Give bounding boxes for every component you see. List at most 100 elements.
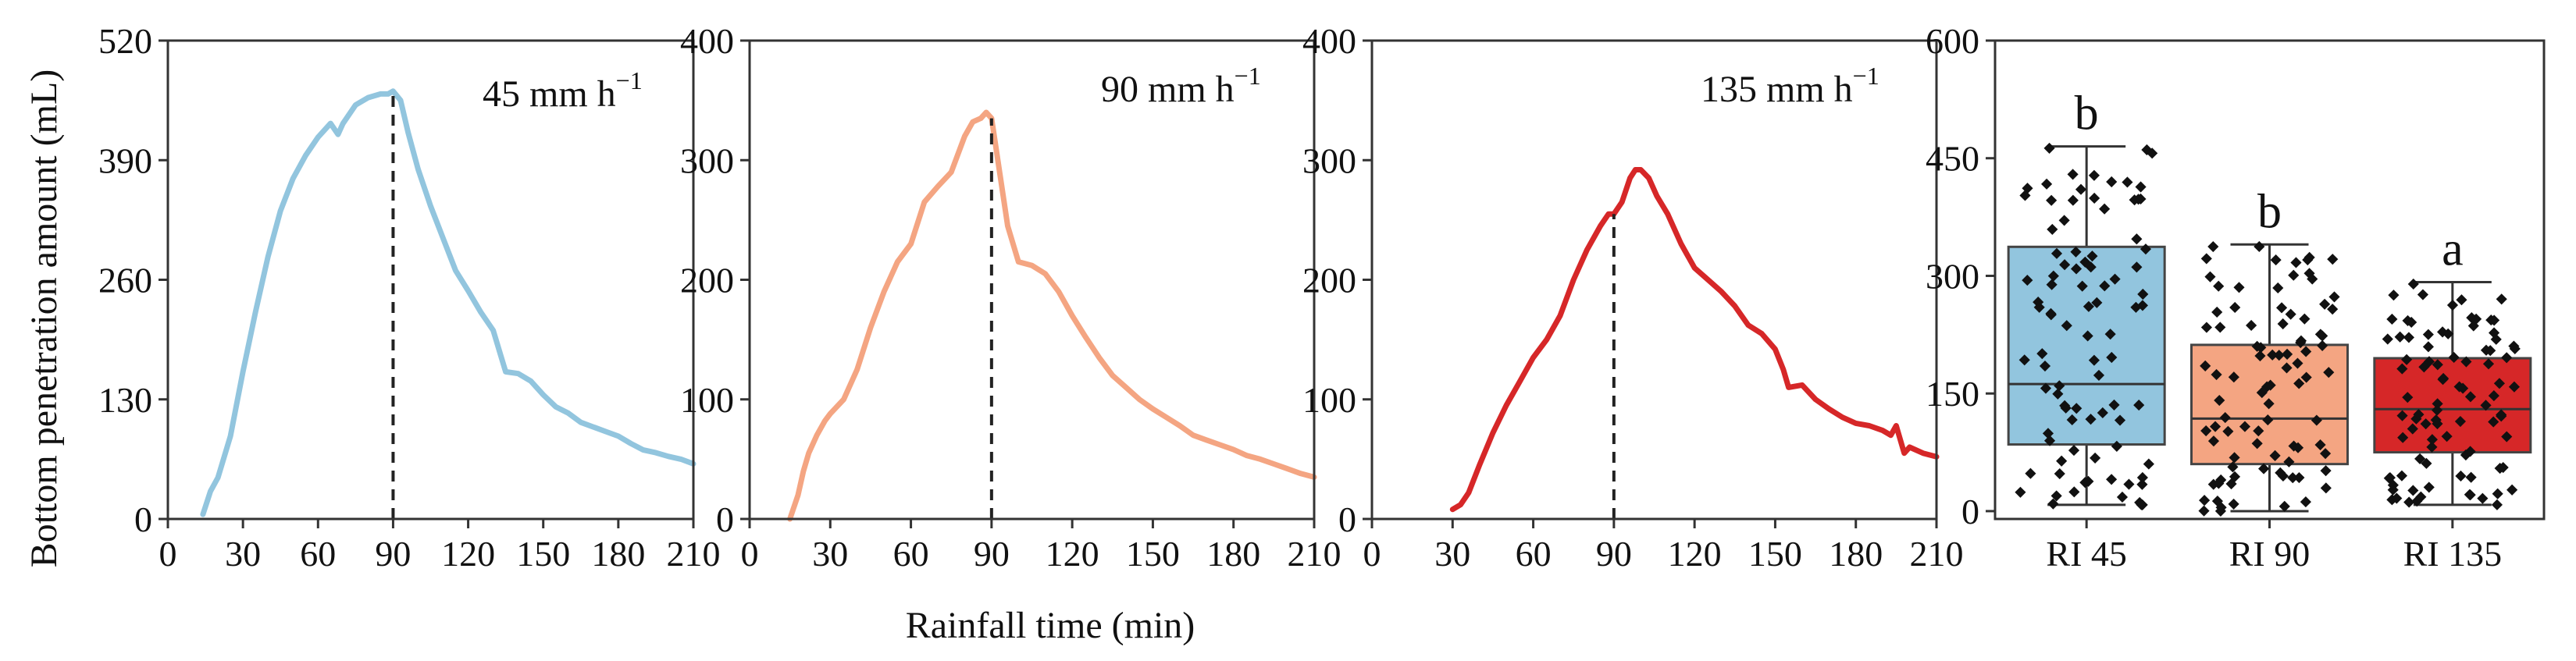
plot-frame	[166, 39, 695, 521]
rate-label-90: 90 mm h−1	[1101, 62, 1261, 110]
chart-panel-90: 0 30 60 90 120 150 180 210 0 100 200 300 400 90 mm h…	[680, 21, 1341, 574]
box-axis-ticks: RI 45 RI 90 RI 135 0 150 300 450 600	[1926, 21, 2502, 574]
data-point	[2422, 341, 2435, 353]
data-point	[2464, 489, 2476, 501]
data-point	[2106, 176, 2118, 188]
data-point	[2491, 499, 2503, 510]
data-point	[2211, 306, 2223, 318]
data-point	[2143, 458, 2154, 470]
chart-panel-45: 0 30 60 90 120 150 180 210 0 130 260 390 520 45 mm h…	[98, 21, 721, 574]
y-tick-label: 400	[1302, 21, 1356, 61]
data-point	[2496, 293, 2507, 305]
data-point	[2204, 271, 2216, 283]
y-tick-label: 520	[98, 21, 152, 61]
data-point	[2327, 254, 2339, 265]
x-tick-label: 0	[1363, 534, 1381, 574]
data-point	[2465, 471, 2477, 483]
rate-label-90-sup: −1	[1235, 62, 1261, 90]
rate-label-45-sup: −1	[616, 66, 643, 94]
x-tick-label: 180	[1206, 534, 1260, 574]
significance-letter: a	[2442, 223, 2464, 276]
x-tick-label: 90	[1596, 534, 1632, 574]
data-point	[2207, 240, 2219, 253]
data-point	[2272, 282, 2284, 294]
data-point	[2328, 291, 2340, 303]
data-point	[2492, 488, 2503, 499]
data-point	[2041, 178, 2053, 190]
significance-letter: b	[2257, 185, 2282, 238]
data-point	[2025, 467, 2036, 479]
data-point	[2089, 192, 2100, 204]
category-label: RI 45	[2046, 534, 2127, 574]
x-tick-label: 180	[591, 534, 645, 574]
data-point	[2047, 223, 2058, 235]
line-series-135	[1449, 167, 1940, 519]
rate-label-135: 135 mm h−1	[1701, 62, 1879, 110]
data-point	[2067, 194, 2079, 206]
data-point	[2136, 478, 2148, 490]
data-point	[2200, 322, 2212, 333]
x-tick-label: 90	[974, 534, 1010, 574]
x-tick-label: 150	[1126, 534, 1180, 574]
x-tick-label: 120	[1668, 534, 1722, 574]
rate-label-45-main: 45 mm h	[483, 73, 616, 115]
y-tick-label: 0	[1338, 499, 1356, 539]
data-point	[2422, 329, 2434, 340]
category-label: RI 90	[2229, 534, 2311, 574]
series-line	[200, 88, 697, 517]
y-tick-label: 390	[98, 140, 152, 180]
data-point	[2198, 505, 2210, 517]
data-point	[2285, 308, 2296, 320]
y-tick-label: 0	[1961, 492, 1979, 531]
box-series: b b a	[2007, 87, 2532, 517]
box-plot-panel: b b a RI 45 RI 90 RI 135 0 150 300 450 600	[1926, 21, 2546, 574]
data-point	[2455, 470, 2467, 482]
data-point	[2135, 181, 2147, 193]
data-point	[2396, 470, 2408, 482]
line-series-90	[787, 109, 1317, 522]
data-point	[2270, 254, 2282, 266]
rate-label-90-main: 90 mm h	[1101, 69, 1235, 110]
y-tick-label: 200	[680, 261, 734, 300]
data-point	[2456, 294, 2467, 306]
data-point	[2407, 278, 2419, 290]
series-line	[1449, 167, 1940, 513]
y-tick-label: 400	[680, 21, 734, 61]
line-series-45	[200, 88, 697, 519]
data-point	[2320, 465, 2332, 477]
data-point	[2015, 486, 2026, 498]
y-tick-label: 200	[1302, 261, 1356, 300]
series-line	[787, 109, 1317, 522]
axis-ticks-135: 0 30 60 90 120 150 180 210 0 100 200 300 400	[1302, 21, 1964, 574]
plot-frame	[748, 39, 1316, 521]
x-tick-label: 180	[1829, 534, 1883, 574]
rate-label-135-sup: −1	[1853, 62, 1879, 90]
data-point	[2116, 491, 2129, 503]
data-point	[2068, 445, 2080, 457]
data-point	[2122, 176, 2133, 188]
data-point	[2507, 484, 2518, 496]
category-label: RI 135	[2403, 534, 2503, 574]
data-point	[2386, 313, 2398, 325]
data-point	[2046, 194, 2058, 206]
chart-panel-135: 0 30 60 90 120 150 180 210 0 100 200 300 400 135 mm …	[1302, 21, 1964, 574]
data-point	[2299, 313, 2311, 325]
data-point	[2300, 496, 2311, 508]
axis-ticks-45: 0 30 60 90 120 150 180 210 0 130 260 390 520	[98, 21, 721, 574]
data-point	[2056, 455, 2068, 467]
data-point	[2058, 215, 2070, 226]
y-tick-label: 600	[1926, 21, 1979, 61]
data-point	[2199, 495, 2211, 506]
data-point	[2106, 474, 2118, 485]
y-tick-label: 0	[716, 499, 734, 539]
significance-letter: b	[2075, 87, 2099, 140]
x-tick-label: 30	[812, 534, 848, 574]
data-point	[2407, 485, 2419, 496]
y-tick-label: 300	[1302, 140, 1356, 180]
data-point	[2446, 299, 2459, 311]
y-tick-label: 150	[1926, 374, 1979, 414]
x-tick-label: 0	[159, 534, 177, 574]
data-point	[2200, 253, 2212, 265]
data-point	[2254, 240, 2265, 253]
